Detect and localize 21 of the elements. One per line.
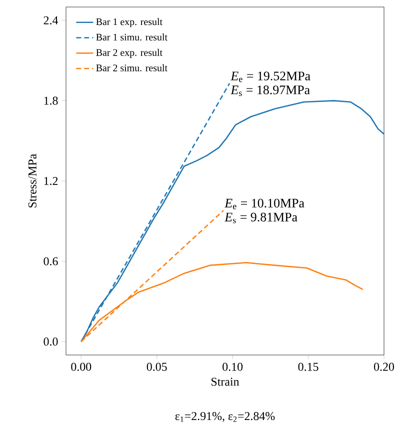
annotation: E$_{s}$ = 9.81MPa	[224, 212, 298, 224]
text: ε$_{1}$=2.91%, ε$_{2}$=2.84%	[175, 412, 275, 422]
annotation: E$_{e}$ = 10.10MPa	[224, 198, 304, 210]
x-tick-label: 0.15	[298, 362, 318, 371]
annotation: E$_{s}$ = 18.97MPa	[230, 86, 310, 96]
x-axis-title: Strain	[212, 378, 240, 386]
x-tick-label: 0.10	[222, 362, 243, 371]
y-tick-label: 0.6	[44, 257, 58, 266]
x-tick-label: 0.00	[71, 362, 92, 371]
y-axis-title: Stress/MPa	[28, 154, 36, 208]
legend-label: Bar 1 exp. result	[96, 18, 162, 28]
y-tick-label: 1.8	[44, 96, 58, 105]
legend-label: Bar 2 simu. result	[96, 64, 168, 72]
legend-label: Bar 1 simu. result	[96, 34, 168, 41]
legend-label: Bar 2 exp. result	[96, 48, 162, 58]
y-tick-label: 0.0	[44, 338, 58, 346]
y-tick-label: 2.4	[44, 16, 58, 24]
annotation: E$_{e}$ = 19.52MPa	[230, 72, 310, 82]
x-tick-label: 0.05	[146, 362, 167, 371]
y-tick-label: 1.2	[44, 176, 58, 186]
x-tick-label: 0.20	[374, 362, 394, 371]
